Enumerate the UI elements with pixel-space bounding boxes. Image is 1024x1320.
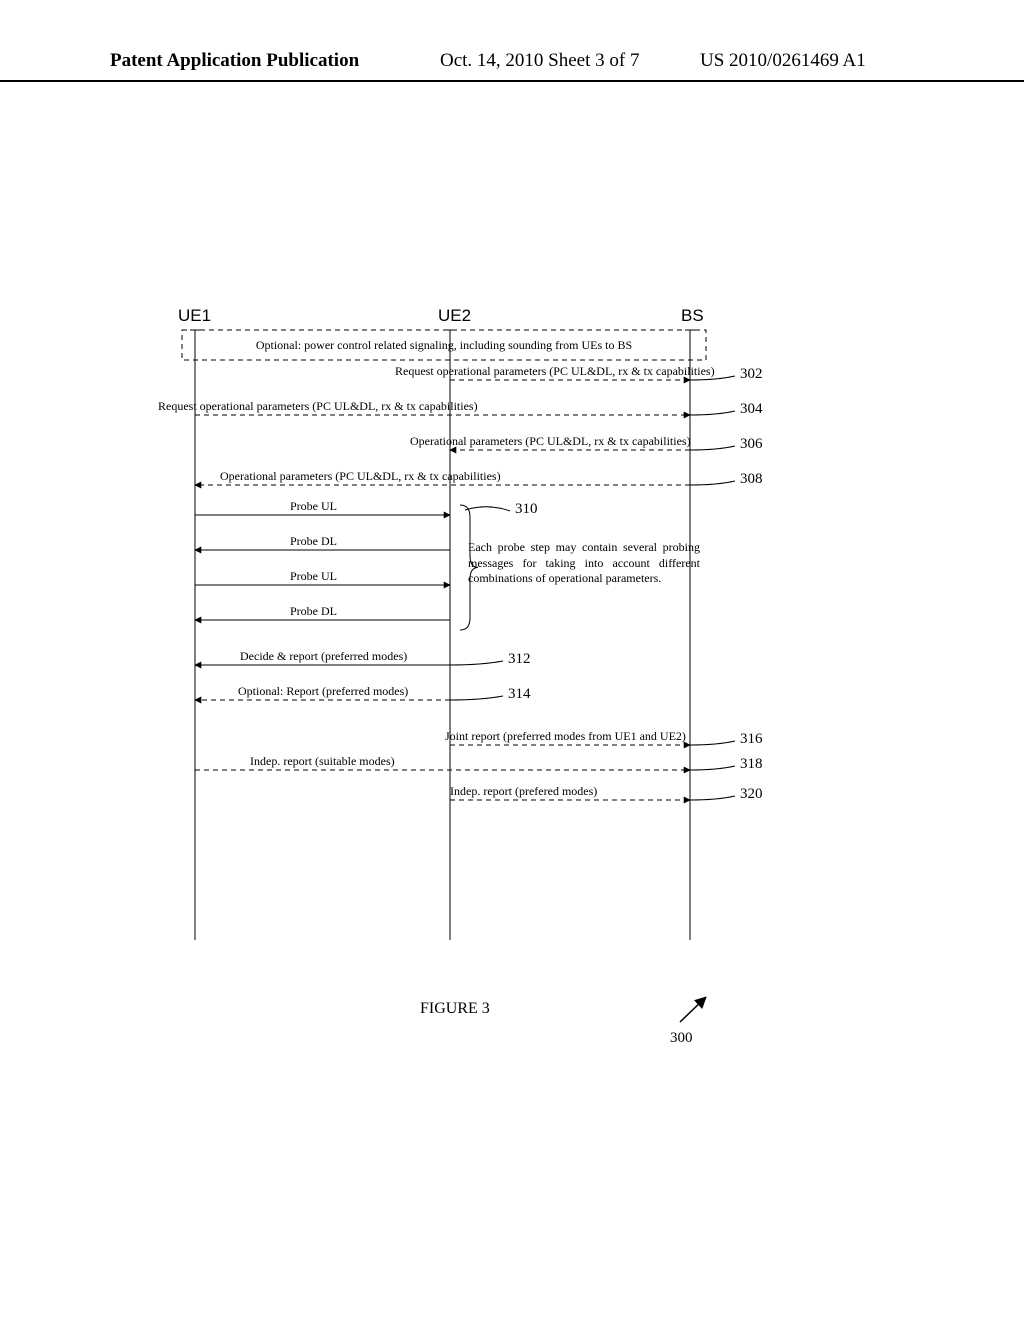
page: Patent Application Publication Oct. 14, … bbox=[0, 0, 1024, 1320]
svg-text:Joint report (preferred modes: Joint report (preferred modes from UE1 a… bbox=[445, 729, 686, 743]
svg-text:Probe UL: Probe UL bbox=[290, 499, 337, 513]
svg-text:320: 320 bbox=[740, 786, 763, 802]
header-center: Oct. 14, 2010 Sheet 3 of 7 bbox=[440, 50, 639, 72]
svg-text:316: 316 bbox=[740, 731, 763, 747]
svg-text:Probe DL: Probe DL bbox=[290, 534, 337, 548]
sequence-diagram: UE1 UE2 BS Optional: power control relat… bbox=[0, 300, 1024, 1000]
svg-text:Optional: Report (preferred mo: Optional: Report (preferred modes) bbox=[238, 684, 408, 698]
figure-label: FIGURE 3 bbox=[420, 1000, 490, 1018]
header-right: US 2010/0261469 A1 bbox=[700, 50, 866, 72]
svg-text:318: 318 bbox=[740, 756, 763, 772]
svg-text:Optional: power control relate: Optional: power control related signalin… bbox=[256, 338, 632, 352]
svg-text:Indep. report (prefered modes): Indep. report (prefered modes) bbox=[450, 784, 597, 798]
diagram-svg: Optional: power control related signalin… bbox=[0, 300, 1024, 1000]
probe-note: Each probe step may contain several prob… bbox=[468, 540, 700, 587]
figure-ref-300: 300 bbox=[670, 1030, 693, 1047]
svg-text:Operational parameters (PC UL&: Operational parameters (PC UL&DL, rx & t… bbox=[220, 469, 501, 483]
svg-text:314: 314 bbox=[508, 686, 531, 702]
page-header: Patent Application Publication Oct. 14, … bbox=[0, 50, 1024, 82]
svg-text:Request operational parameters: Request operational parameters (PC UL&DL… bbox=[395, 364, 715, 378]
header-left: Patent Application Publication bbox=[110, 50, 359, 72]
svg-text:Indep. report (suitable modes): Indep. report (suitable modes) bbox=[250, 754, 395, 768]
svg-text:312: 312 bbox=[508, 651, 531, 667]
svg-text:304: 304 bbox=[740, 401, 763, 417]
svg-text:Decide & report (preferred mod: Decide & report (preferred modes) bbox=[240, 649, 407, 663]
svg-text:310: 310 bbox=[515, 501, 538, 517]
svg-text:308: 308 bbox=[740, 471, 763, 487]
svg-text:Probe UL: Probe UL bbox=[290, 569, 337, 583]
svg-text:Operational parameters (PC UL&: Operational parameters (PC UL&DL, rx & t… bbox=[410, 434, 691, 448]
svg-text:306: 306 bbox=[740, 436, 763, 452]
svg-text:302: 302 bbox=[740, 366, 763, 382]
svg-text:Request operational parameters: Request operational parameters (PC UL&DL… bbox=[158, 399, 478, 413]
svg-text:Probe DL: Probe DL bbox=[290, 604, 337, 618]
